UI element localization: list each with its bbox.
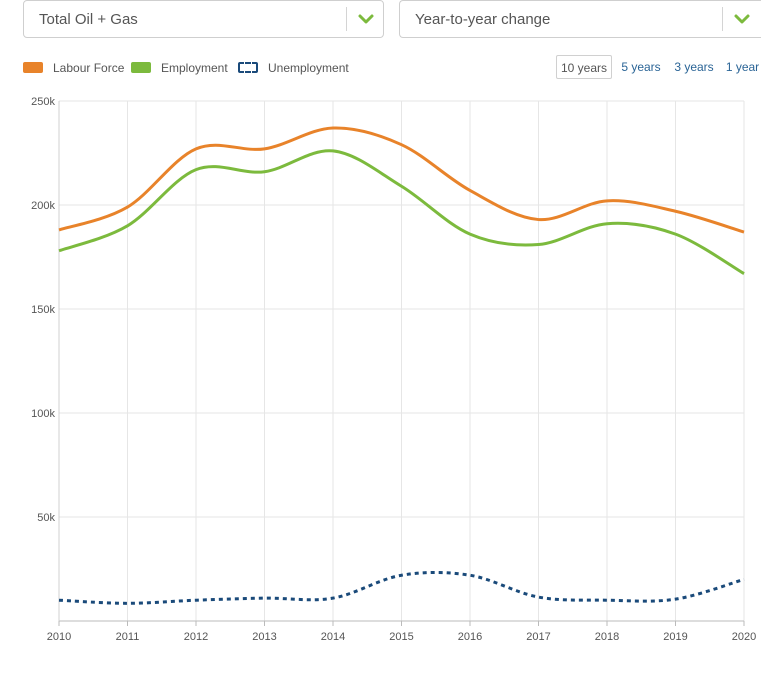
series-line-employment — [58, 149, 745, 275]
legend-label-employment: Employment — [161, 61, 228, 75]
mode-select-value: Year-to-year change — [415, 11, 551, 28]
x-tick-label: 2020 — [732, 631, 756, 643]
x-tick-label: 2017 — [526, 631, 550, 643]
range-10-years-button[interactable]: 10 years — [556, 55, 612, 79]
metric-select-value: Total Oil + Gas — [39, 11, 138, 28]
x-tick-label: 2013 — [252, 631, 276, 643]
range-3-years-button[interactable]: 3 years — [674, 60, 714, 74]
legend-swatch-unemployment — [238, 62, 258, 73]
chart-grid — [58, 100, 745, 621]
series-line-labour-force — [58, 126, 745, 234]
legend-label-labour-force: Labour Force — [53, 61, 125, 75]
series-line-unemployment — [58, 570, 745, 605]
y-tick-label: 250k — [31, 96, 55, 108]
mode-select-divider — [722, 7, 723, 31]
legend-swatch-employment — [131, 62, 151, 73]
y-tick-label: 150k — [31, 304, 55, 316]
x-tick-label: 2015 — [389, 631, 413, 643]
x-tick-label: 2011 — [116, 631, 140, 643]
chevron-down-icon[interactable] — [356, 9, 376, 29]
x-tick-label: 2016 — [458, 631, 482, 643]
y-tick-label: 200k — [31, 200, 55, 212]
chart-axes: 250k 200k 150k 100k 50k 2010 2011 2012 2013 2014 2… — [31, 96, 756, 643]
metric-select-divider — [346, 7, 347, 31]
x-tick-label: 2018 — [595, 631, 619, 643]
mode-select[interactable]: Year-to-year change — [399, 0, 761, 38]
y-tick-label: 50k — [37, 512, 55, 524]
chart-series — [58, 126, 745, 605]
legend-label-unemployment: Unemployment — [268, 61, 349, 75]
legend-swatch-labour-force — [23, 62, 43, 73]
x-tick-label: 2019 — [663, 631, 687, 643]
x-tick-label: 2012 — [184, 631, 208, 643]
metric-select[interactable]: Total Oil + Gas — [23, 0, 384, 38]
y-tick-label: 100k — [31, 408, 55, 420]
line-chart: 250k 200k 150k 100k 50k 2010 2011 2012 2013 2014 2… — [31, 96, 756, 643]
chevron-down-icon[interactable] — [732, 9, 752, 29]
range-5-years-button[interactable]: 5 years — [621, 60, 661, 74]
range-1-year-button[interactable]: 1 year — [725, 60, 760, 74]
x-tick-label: 2014 — [321, 631, 345, 643]
x-tick-label: 2010 — [47, 631, 71, 643]
